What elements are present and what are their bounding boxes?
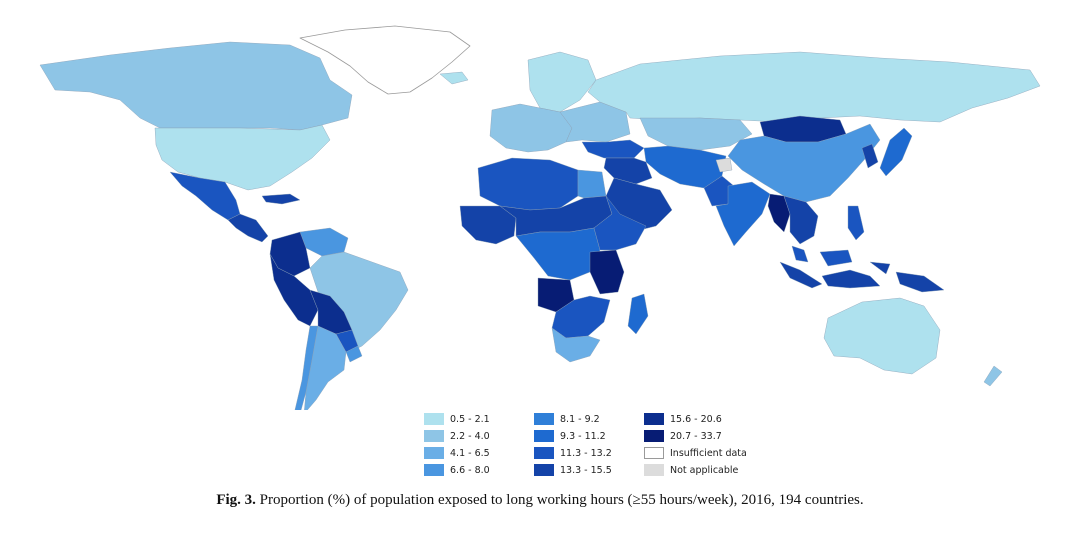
region-central-america <box>227 193 301 243</box>
legend-swatch <box>644 413 664 425</box>
legend-swatch <box>534 464 554 476</box>
region-middle-east <box>603 157 653 185</box>
region-central-africa <box>515 227 601 281</box>
legend-swatch <box>424 447 444 459</box>
region-new-zealand <box>983 365 1003 387</box>
legend-swatch <box>534 413 554 425</box>
region-japan <box>879 127 913 177</box>
region-india <box>715 181 771 247</box>
region-indochina <box>783 195 819 245</box>
region-argentina <box>304 325 347 410</box>
legend-label: Not applicable <box>670 465 739 476</box>
region-australia <box>823 297 941 375</box>
legend-label: 4.1 - 6.5 <box>450 448 490 459</box>
legend-label: 11.3 - 13.2 <box>560 448 612 459</box>
legend-label: 15.6 - 20.6 <box>670 414 722 425</box>
region-russia <box>587 51 1041 123</box>
region-usa <box>154 124 331 191</box>
legend-label: 0.5 - 2.1 <box>450 414 490 425</box>
region-not-applicable-patch <box>715 157 733 173</box>
legend-swatch <box>534 447 554 459</box>
legend-swatch <box>644 430 664 442</box>
region-malaysia <box>791 245 853 267</box>
region-indonesia <box>779 261 891 289</box>
region-philippines <box>847 205 865 241</box>
legend-label: 6.6 - 8.0 <box>450 465 490 476</box>
legend-label: 2.2 - 4.0 <box>450 431 490 442</box>
region-venezuela <box>299 227 349 257</box>
region-png <box>895 271 945 293</box>
region-china <box>727 123 881 203</box>
legend-swatch <box>644 447 664 459</box>
region-kazakhstan <box>639 117 753 151</box>
world-map <box>39 25 1041 410</box>
legend-label: 13.3 - 15.5 <box>560 465 612 476</box>
legend-label: 8.1 - 9.2 <box>560 414 600 425</box>
legend-label: Insufficient data <box>670 448 747 459</box>
region-east-africa <box>589 249 625 295</box>
legend-swatch <box>424 464 444 476</box>
legend-swatch <box>424 413 444 425</box>
region-south-africa <box>551 327 601 363</box>
figure-caption-text: Proportion (%) of population exposed to … <box>259 492 864 508</box>
figure-label: Fig. 3. <box>216 492 256 508</box>
region-scandinavia <box>527 51 597 113</box>
figure-caption: Fig. 3. Proportion (%) of population exp… <box>0 492 1080 509</box>
legend-swatch <box>534 430 554 442</box>
region-canada <box>39 41 353 131</box>
region-madagascar <box>627 293 649 335</box>
region-egypt <box>577 169 607 199</box>
map-legend: 0.5 - 2.1 2.2 - 4.0 4.1 - 6.5 6.6 - 8.0 8.1 … <box>424 411 804 479</box>
legend-swatch <box>424 430 444 442</box>
region-north-africa <box>477 157 579 211</box>
region-ecuador-peru <box>269 253 319 327</box>
region-turkey <box>581 139 645 159</box>
legend-swatch <box>644 464 664 476</box>
region-iceland <box>439 71 469 85</box>
region-greenland <box>299 25 471 95</box>
legend-label: 20.7 - 33.7 <box>670 431 722 442</box>
region-korea <box>861 143 879 169</box>
region-uruguay <box>345 345 363 363</box>
legend-label: 9.3 - 11.2 <box>560 431 606 442</box>
